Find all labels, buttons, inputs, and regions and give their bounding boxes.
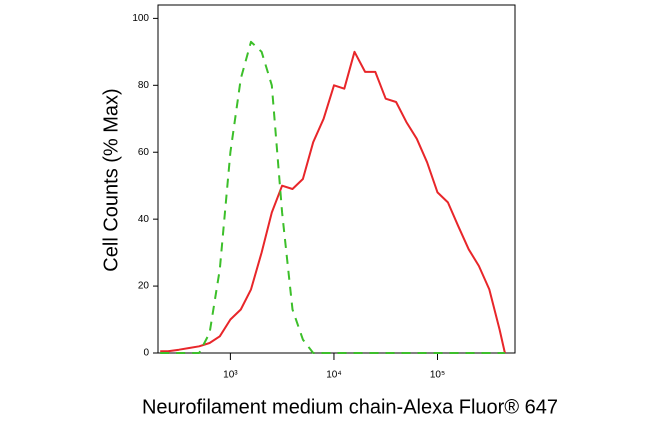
y-tick-label: 80 — [138, 80, 150, 91]
y-tick-label: 40 — [138, 214, 150, 225]
x-tick-label: 10⁵ — [430, 370, 445, 381]
series-line — [160, 40, 505, 354]
plot-frame — [157, 4, 516, 354]
y-tick-label: 100 — [132, 13, 149, 24]
x-tick-label: 10⁴ — [326, 370, 341, 381]
x-axis-title: Neurofilament medium chain-Alexa Fluor® … — [142, 396, 558, 418]
y-tick-label: 0 — [143, 348, 149, 359]
y-tick-label: 20 — [138, 281, 150, 292]
y-axis-title: Cell Counts (% Max) — [100, 88, 122, 271]
y-tick-label: 60 — [138, 147, 150, 158]
x-tick-label: 10³ — [223, 370, 238, 381]
series-line — [160, 50, 506, 354]
